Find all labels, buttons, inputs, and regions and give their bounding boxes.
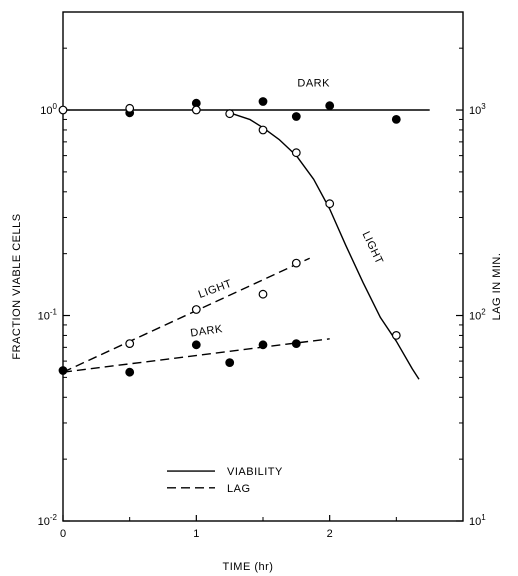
legend-label-lag: LAG [227,483,251,495]
x-tick-label: 2 [327,528,333,540]
y-tick-label-right: 102 [469,308,486,323]
lag-point-dark [225,358,235,368]
y-axis-label-left: FRACTION VIABLE CELLS [11,213,23,359]
y-tick-label-left: 100 [40,102,57,117]
plot-frame [62,11,464,522]
lag-curve-dashed [62,338,330,373]
annotation-dark: DARK [297,78,330,90]
legend: VIABILITY LAG [167,466,283,495]
lag-point-light [258,289,268,299]
y-tick-label-left: 10-2 [38,513,58,528]
lag-point-light [125,339,135,349]
viability-point-light [58,105,68,115]
data-points [58,97,401,377]
viability-point-light [125,103,135,113]
y-axis-label-right: LAG IN MIN. [491,253,503,321]
viability-point-light [191,105,201,115]
viability-point-dark [325,101,335,111]
x-axis-label: TIME (hr) [223,561,274,573]
lag-point-dark [125,367,135,377]
viability-point-dark [391,114,401,124]
lag-point-dark [258,340,268,350]
viability-point-dark [258,97,268,106]
lag-point-light [291,258,301,268]
annotation-light: LIGHT [360,230,386,267]
lag-curve-dashed [62,257,310,373]
x-tick-label: 0 [60,528,66,540]
y-tick-label-right: 103 [469,102,486,117]
lag-point-dark [58,366,68,375]
lag-point-light [191,305,201,314]
viability-point-light [291,148,301,158]
viability-point-light [391,331,401,340]
lag-point-dark [291,339,301,349]
y-tick-label-left: 10-1 [38,308,58,323]
viability-curve-solid [229,112,420,380]
axis-ticks: 0 1 2 100 10-1 10-2 103 102 101 [38,11,486,540]
viability-point-dark [291,112,301,121]
viability-point-light [325,199,335,209]
x-tick-label: 1 [193,528,199,540]
annotation-dark: DARK [190,323,224,339]
annotation-light: LIGHT [197,278,234,301]
viability-point-light [258,125,268,135]
y-tick-label-right: 101 [469,513,486,528]
lag-point-dark [191,340,201,350]
legend-label-viability: VIABILITY [227,466,283,478]
viability-point-light [225,109,235,119]
